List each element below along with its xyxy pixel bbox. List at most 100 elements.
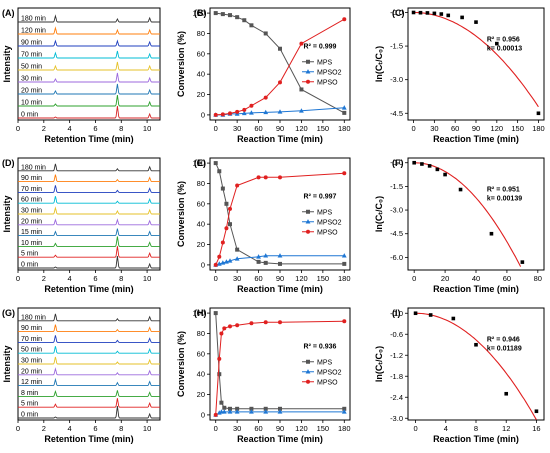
y-tick-label: -3.0	[390, 414, 403, 423]
trace-label: 70 min	[21, 52, 42, 59]
x-tick-label: 150	[317, 124, 330, 133]
y-tick-label: -1.5	[390, 182, 403, 191]
legend-entry: MPSO	[317, 229, 338, 236]
data-point	[432, 11, 437, 16]
legend-entry: MPSO	[317, 379, 338, 386]
x-tick-label: 120	[491, 124, 504, 133]
data-point	[249, 321, 254, 326]
trace-label: 20 min	[21, 368, 42, 375]
x-tick-label: 8	[119, 124, 123, 133]
rate-constant-label: k= 0.00139	[487, 196, 522, 203]
data-point	[299, 87, 304, 92]
data-point	[219, 331, 224, 336]
data-point	[495, 41, 499, 46]
data-point	[221, 409, 227, 414]
data-point	[534, 409, 539, 414]
data-point	[446, 13, 451, 18]
data-point	[228, 13, 232, 18]
trace-label: 20 min	[21, 218, 42, 225]
y-axis-label: Intensity	[2, 345, 12, 382]
data-point	[263, 95, 268, 100]
x-tick-label: 0	[413, 424, 417, 433]
data-point	[222, 405, 227, 410]
panel-g: 0 2 4 6 8 10 Retention Time (min) Intensity (G) 1…	[2, 307, 161, 444]
trace-label: 90 min	[21, 325, 42, 332]
data-point	[228, 222, 232, 227]
y-tick-label: -4.5	[390, 109, 403, 118]
trace-label: 180 min	[21, 16, 46, 23]
data-point	[235, 15, 240, 20]
data-point	[213, 112, 218, 117]
data-point	[249, 110, 254, 115]
y-tick-label: 100	[192, 9, 205, 18]
series-line	[215, 12, 345, 114]
panel-i: 0 4 8 12 16 -0.0 -0.6 -1.2 -1.8 -2.4 -3.0 Reaction …	[374, 307, 545, 444]
data-point	[306, 379, 310, 384]
x-tick-label: 120	[295, 274, 308, 283]
data-point	[228, 406, 232, 411]
trace-label: 0 min	[21, 112, 38, 119]
panel-f: 0 20 40 60 80 -0.0 -1.5 -3.0 -4.5 -6.0 Reaction Ti…	[374, 157, 545, 294]
x-tick-label: 180	[532, 124, 545, 133]
data-point	[228, 111, 232, 116]
y-tick-label: 20	[197, 90, 205, 99]
y-tick-label: 0	[201, 110, 205, 119]
y-tick-label: 0	[201, 260, 205, 269]
data-point	[235, 406, 240, 411]
panel-h: 0 30 60 90 120 150 180 0 20 40 60 80 100 Reaction Tim…	[176, 307, 351, 444]
rate-constant-label: k= 0.00013	[487, 46, 522, 53]
data-point	[342, 171, 347, 176]
data-point	[217, 372, 222, 377]
y-axis-label: Intensity	[2, 45, 12, 82]
data-point	[342, 261, 347, 266]
data-point	[234, 256, 240, 261]
data-point	[263, 31, 268, 36]
trace-label: 50 min	[21, 64, 42, 71]
y-axis-label: Conversion (%)	[176, 31, 186, 97]
x-tick-label: 80	[534, 274, 542, 283]
x-tick-label: 30	[430, 124, 438, 133]
x-tick-label: 120	[295, 124, 308, 133]
y-tick-label: -3.0	[390, 206, 403, 215]
trace-label: 180 min	[21, 164, 46, 171]
data-point	[299, 108, 304, 113]
y-tick-label: -0.0	[390, 309, 403, 318]
chromatogram-trace	[18, 163, 160, 172]
trace-label: 20 min	[21, 88, 42, 95]
trace-label: 5 min	[21, 251, 38, 258]
data-point	[227, 409, 233, 414]
plot-frame	[17, 7, 161, 121]
chromatogram-trace	[18, 39, 160, 47]
data-point	[428, 313, 433, 317]
x-tick-label: 90	[472, 124, 480, 133]
legend-entry: MPS	[317, 359, 333, 366]
y-tick-label: -0.0	[390, 8, 403, 17]
chromatogram-trace	[18, 185, 160, 193]
data-point	[222, 326, 227, 331]
x-tick-label: 0	[214, 274, 218, 283]
chromatogram-trace	[18, 206, 160, 215]
panel-a: 0 2 4 6 8 10 Retention Time (min) Intensity (A) 1…	[2, 7, 161, 144]
trace-label: 15 min	[21, 229, 42, 236]
legend-entry: MPS	[317, 209, 333, 216]
x-tick-label: 180	[338, 124, 351, 133]
x-tick-label: 0	[214, 124, 218, 133]
data-point	[474, 342, 478, 347]
x-axis-label: Reaction Time (min)	[433, 134, 519, 144]
x-tick-label: 0	[16, 424, 20, 433]
trace-label: 8 min	[21, 390, 38, 397]
data-point	[305, 369, 311, 374]
chromatogram-trace	[18, 398, 160, 408]
y-axis-label: ln(Cₜ/C₀)	[374, 46, 384, 82]
data-point	[249, 409, 254, 414]
trace-label: 0 min	[21, 262, 38, 269]
y-tick-label: 60	[197, 349, 205, 358]
x-tick-label: 6	[93, 124, 97, 133]
chromatogram-trace	[18, 196, 160, 204]
data-point	[227, 258, 233, 263]
chromatogram-trace	[18, 246, 160, 258]
data-point	[235, 109, 240, 114]
x-tick-label: 6	[93, 424, 97, 433]
x-tick-label: 0	[412, 274, 416, 283]
y-tick-label: -1.5	[390, 42, 403, 51]
